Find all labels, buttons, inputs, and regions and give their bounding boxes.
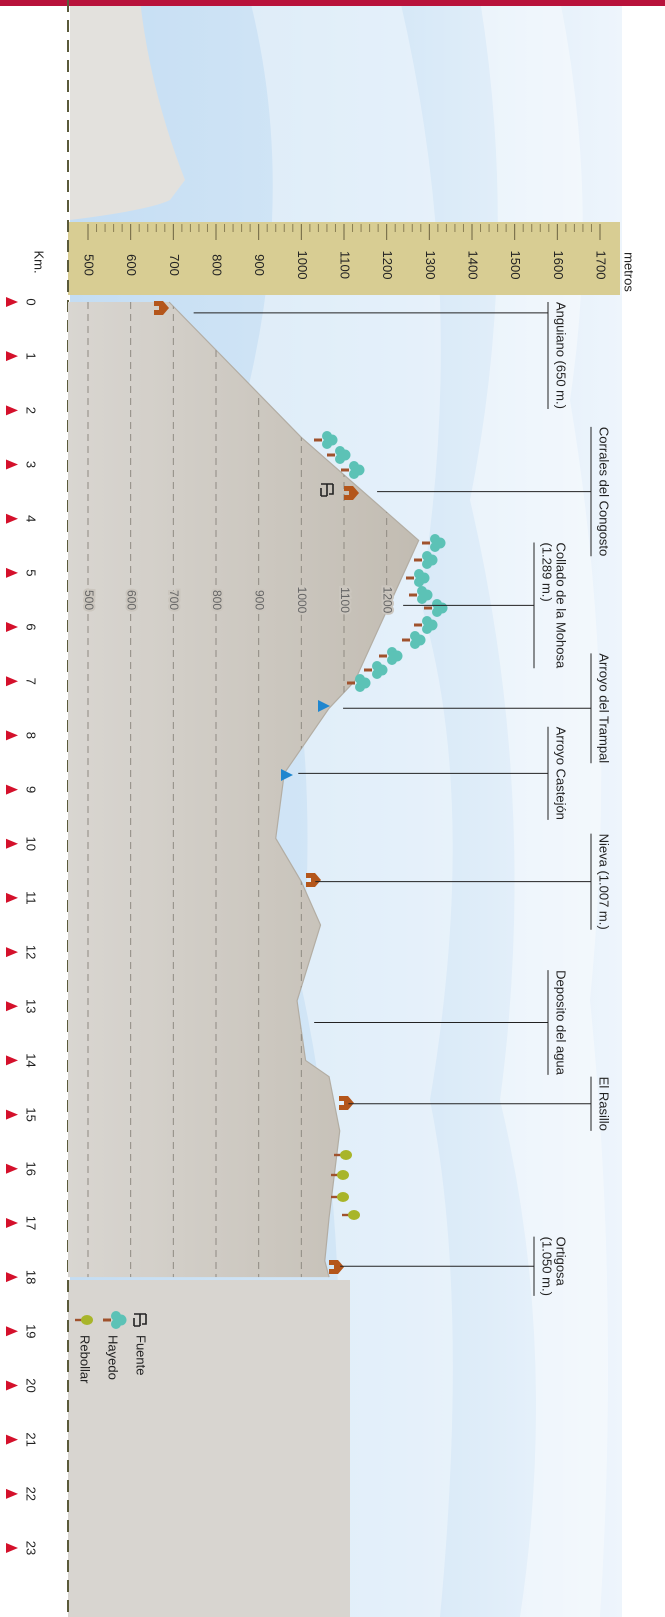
x-tick — [6, 1543, 18, 1553]
legend-label: Hayedo — [106, 1335, 121, 1380]
x-tick — [6, 676, 18, 687]
x-tick-label: 20 — [24, 1378, 39, 1392]
x-tick — [6, 1109, 18, 1120]
waypoint-label: (1.289 m.) — [540, 542, 555, 601]
x-tick-label: 9 — [24, 786, 39, 793]
x-tick — [6, 838, 18, 849]
grid-label: 1100 — [338, 587, 352, 613]
y-tick-label: 1200 — [380, 251, 395, 280]
ridge — [240, 0, 453, 1617]
mountain — [70, 0, 185, 220]
x-tick-label: 22 — [24, 1487, 39, 1501]
x-tick-label: 19 — [24, 1324, 39, 1338]
y-tick-label: 600 — [124, 254, 139, 276]
x-tick — [6, 567, 18, 578]
profile-fill — [68, 302, 419, 1278]
waypoint-label: Collado de la Mohosa — [554, 542, 569, 669]
x-tick-label: 10 — [24, 837, 39, 851]
x-tick-label: 1 — [24, 353, 39, 360]
x-tick-label: 23 — [24, 1541, 39, 1555]
x-tick — [6, 892, 18, 903]
x-tick — [6, 622, 18, 633]
x-tick-label: 5 — [24, 569, 39, 576]
x-tick — [6, 1488, 18, 1499]
x-tick-label: 11 — [24, 891, 39, 905]
grid-label: 600 — [124, 590, 138, 610]
waypoint-label: Nieva (1.007 m.) — [597, 834, 612, 930]
x-tick — [6, 297, 18, 307]
ridge — [470, 0, 608, 1617]
waypoint-label: Ortigosa — [554, 1237, 569, 1287]
x-tick — [6, 1217, 18, 1228]
x-tick-label: 0 — [24, 298, 39, 305]
x-tick-label: 14 — [24, 1053, 39, 1067]
y-tick-label: 1000 — [295, 251, 310, 280]
waypoint-label: Anguiano (650 m.) — [554, 302, 569, 409]
y-tick-label: 1500 — [508, 251, 523, 280]
waypoint-label: El Rasillo — [597, 1077, 612, 1131]
y-tick-label: 500 — [82, 254, 97, 276]
grid-label: 700 — [167, 590, 181, 610]
waypoint-label: Arroyo Castejón — [554, 727, 569, 820]
land — [68, 1280, 350, 1617]
x-tick-label: 7 — [24, 678, 39, 685]
x-tick-label: 4 — [24, 515, 39, 522]
grid-label: 800 — [210, 590, 224, 610]
x-tick — [6, 730, 18, 741]
x-tick-label: 21 — [24, 1432, 39, 1446]
grid-label: 500 — [82, 590, 96, 610]
grid-label: 900 — [252, 590, 266, 610]
x-tick — [6, 1163, 18, 1174]
x-tick-label: 8 — [24, 732, 39, 739]
x-tick — [6, 1434, 18, 1445]
x-tick — [6, 1380, 18, 1391]
ruler — [68, 222, 620, 295]
waypoint-label: (1.050 m.) — [540, 1237, 555, 1296]
top-bar — [0, 0, 665, 6]
waypoint-label: Deposito del agua — [554, 970, 569, 1076]
x-tick — [6, 947, 18, 958]
profile-frame: 500 600 700 800 900 1000 1100 1200 metros Km. 5… — [6, 0, 637, 1617]
y-tick-label: 1700 — [594, 251, 609, 280]
y-tick-label: 1300 — [423, 251, 438, 280]
x-tick-label: 15 — [24, 1107, 39, 1121]
x-tick-label: 18 — [24, 1270, 39, 1284]
legend-label: Rebollar — [78, 1335, 93, 1384]
x-axis-label: Km. — [32, 250, 47, 273]
x-tick — [6, 1001, 18, 1012]
x-tick — [6, 459, 18, 470]
waypoint-label: Corrales del Congosto — [597, 427, 612, 556]
x-tick — [6, 1272, 18, 1283]
x-tick-label: 12 — [24, 945, 39, 959]
x-tick-label: 2 — [24, 407, 39, 414]
y-axis-label: metros — [622, 252, 637, 292]
x-tick-label: 6 — [24, 623, 39, 630]
x-tick-label: 17 — [24, 1216, 39, 1230]
waypoint-label: Arroyo del Trampal — [597, 653, 612, 763]
y-tick-label: 700 — [167, 254, 182, 276]
x-tick — [6, 1055, 18, 1066]
x-tick — [6, 405, 18, 416]
y-tick-label: 1100 — [338, 251, 353, 279]
x-tick — [6, 513, 18, 524]
y-tick-label: 1600 — [551, 251, 566, 280]
x-tick-label: 13 — [24, 999, 39, 1013]
grid-label: 1000 — [295, 587, 309, 614]
x-tick — [6, 1326, 18, 1337]
legend-label: Fuente — [134, 1335, 149, 1375]
x-tick-label: 16 — [24, 1162, 39, 1176]
x-tick — [6, 351, 18, 362]
y-tick-label: 1400 — [466, 251, 481, 280]
y-tick-label: 900 — [252, 254, 267, 276]
grid-label: 1200 — [380, 587, 394, 614]
x-tick-label: 3 — [24, 461, 39, 468]
x-tick — [6, 784, 18, 795]
y-tick-label: 800 — [210, 254, 225, 276]
